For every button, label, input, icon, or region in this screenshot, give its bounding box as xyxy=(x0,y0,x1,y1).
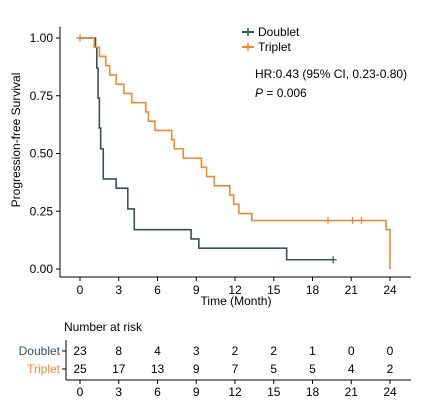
risk-time-label: 6 xyxy=(154,385,161,399)
triplet-censor-mark xyxy=(358,216,366,224)
doublet-risk-count: 0 xyxy=(348,344,355,358)
triplet-censor-mark xyxy=(349,216,357,224)
y-tick-label: 0.75 xyxy=(30,89,54,103)
risk-time-label: 3 xyxy=(115,385,122,399)
triplet-risk-count: 2 xyxy=(387,362,394,376)
doublet-risk-count: 23 xyxy=(73,344,87,358)
doublet-curve xyxy=(80,37,334,261)
triplet-legend-label: Triplet xyxy=(258,40,292,54)
triplet-risk-count: 25 xyxy=(73,362,87,376)
doublet-risk-count: 4 xyxy=(154,344,161,358)
risk-table-title: Number at risk xyxy=(64,320,143,334)
x-tick-label: 9 xyxy=(193,283,200,297)
hazard-ratio-text: HR:0.43 (95% CI, 0.23-0.80) xyxy=(255,67,407,81)
triplet-risk-count: 9 xyxy=(193,362,200,376)
triplet-curve xyxy=(80,37,391,269)
doublet-risk-count: 2 xyxy=(270,344,277,358)
survival-curves xyxy=(76,34,391,269)
p-value-text: P = 0.006 xyxy=(255,86,307,100)
triplet-risk-count: 5 xyxy=(270,362,277,376)
p-value: = 0.006 xyxy=(263,86,307,100)
risk-time-label: 0 xyxy=(77,385,84,399)
x-tick-label: 0 xyxy=(77,283,84,297)
annotation: HR:0.43 (95% CI, 0.23-0.80) P = 0.006 xyxy=(255,67,407,100)
doublet-risk-count: 2 xyxy=(232,344,239,358)
x-tick-label: 15 xyxy=(267,283,281,297)
doublet-risk-count: 3 xyxy=(193,344,200,358)
triplet-risk-label: Triplet xyxy=(27,362,61,376)
x-tick-label: 18 xyxy=(306,283,320,297)
doublet-censor-mark xyxy=(329,256,337,264)
triplet-risk-count: 5 xyxy=(309,362,316,376)
doublet-risk-count: 8 xyxy=(115,344,122,358)
y-tick-label: 0.25 xyxy=(30,204,54,218)
triplet-risk-count: 4 xyxy=(348,362,355,376)
triplet-censor-mark xyxy=(324,216,332,224)
triplet-risk-count: 13 xyxy=(151,362,165,376)
x-tick-label: 12 xyxy=(228,283,242,297)
x-axis-label: Time (Month) xyxy=(201,294,272,308)
p-symbol: P xyxy=(255,86,263,100)
triplet-censor-mark xyxy=(76,34,84,42)
y-tick-label: 1.00 xyxy=(30,31,54,45)
risk-time-label: 15 xyxy=(267,385,281,399)
risk-time-label: 24 xyxy=(383,385,397,399)
y-tick-label: 0.00 xyxy=(30,262,54,276)
doublet-legend-label: Doublet xyxy=(258,25,300,39)
x-tick-label: 3 xyxy=(115,283,122,297)
risk-time-label: 18 xyxy=(306,385,320,399)
doublet-risk-count: 0 xyxy=(387,344,394,358)
triplet-risk-count: 7 xyxy=(232,362,239,376)
y-axis-label: Progression-free Survival xyxy=(9,73,23,208)
doublet-risk-count: 1 xyxy=(309,344,316,358)
x-tick-label: 24 xyxy=(383,283,397,297)
x-tick-label: 21 xyxy=(345,283,359,297)
plot-axes: 0.00 0.25 0.50 0.75 1.00 0 3 6 9 12 15 18 21 24 xyxy=(30,26,411,297)
risk-time-label: 12 xyxy=(228,385,242,399)
doublet-risk-label: Doublet xyxy=(19,344,61,358)
risk-time-label: 9 xyxy=(193,385,200,399)
y-tick-label: 0.50 xyxy=(30,147,54,161)
x-tick-label: 6 xyxy=(154,283,161,297)
triplet-risk-count: 17 xyxy=(112,362,126,376)
risk-time-label: 21 xyxy=(345,385,359,399)
